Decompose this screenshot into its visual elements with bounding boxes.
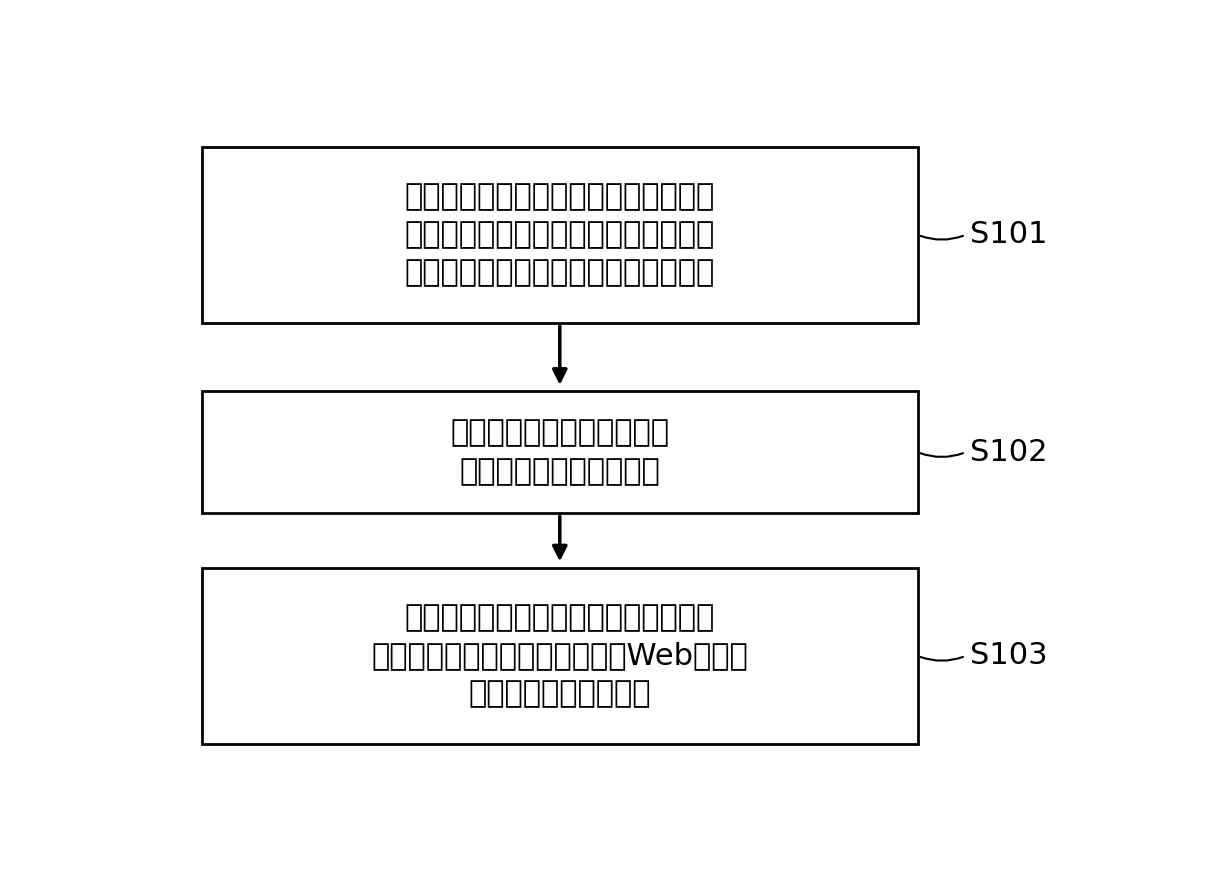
Text: 根据待测设备的基本参数、性能参数和
测试需求，采集低电压治理设备的运行
工况和运行数据，并发送至前置服务器: 根据待测设备的基本参数、性能参数和 测试需求，采集低电压治理设备的运行 工况和运… [404, 183, 715, 288]
Text: 将采集到的低电压治理设备
的运行数据进行统计分析: 将采集到的低电压治理设备 的运行数据进行统计分析 [450, 419, 669, 486]
Text: S102: S102 [971, 437, 1048, 467]
Text: S103: S103 [971, 641, 1048, 670]
FancyBboxPatch shape [202, 568, 918, 744]
Text: 接收用户终端的查看请求，将预查看的
低电压治理设备的运行数据通过Web服务器
发送至用户终端并显示: 接收用户终端的查看请求，将预查看的 低电压治理设备的运行数据通过Web服务器 发… [371, 603, 748, 708]
FancyBboxPatch shape [202, 391, 918, 513]
Text: S101: S101 [971, 220, 1048, 250]
FancyBboxPatch shape [202, 146, 918, 323]
